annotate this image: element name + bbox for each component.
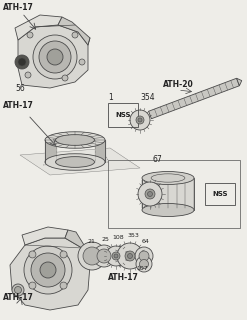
Text: 353: 353 <box>128 233 140 238</box>
Circle shape <box>135 247 153 265</box>
Text: ATH-17: ATH-17 <box>108 273 139 282</box>
Polygon shape <box>237 78 242 86</box>
Circle shape <box>39 41 71 73</box>
Circle shape <box>138 118 142 122</box>
Polygon shape <box>15 15 62 40</box>
Circle shape <box>25 72 31 78</box>
Text: 21: 21 <box>87 239 95 244</box>
Circle shape <box>31 253 65 287</box>
Circle shape <box>112 252 120 260</box>
Circle shape <box>12 284 24 296</box>
Polygon shape <box>149 78 239 119</box>
Text: ATH-17: ATH-17 <box>3 293 34 302</box>
Circle shape <box>145 189 155 199</box>
Text: 354: 354 <box>140 93 155 102</box>
Circle shape <box>140 260 148 268</box>
Circle shape <box>33 35 77 79</box>
Text: 108: 108 <box>112 235 124 240</box>
Text: ATH-17: ATH-17 <box>3 3 34 12</box>
Bar <box>108 103 138 127</box>
Text: NSS: NSS <box>115 112 131 118</box>
Text: 1: 1 <box>108 93 113 102</box>
Ellipse shape <box>56 156 95 167</box>
Text: 56: 56 <box>15 84 25 93</box>
Ellipse shape <box>56 135 95 145</box>
Polygon shape <box>18 25 88 88</box>
Circle shape <box>27 32 33 38</box>
Circle shape <box>125 251 135 261</box>
Text: 107: 107 <box>136 266 148 271</box>
Text: NSS: NSS <box>212 191 228 197</box>
Circle shape <box>18 58 26 66</box>
Circle shape <box>93 245 115 267</box>
Circle shape <box>24 246 72 294</box>
Circle shape <box>79 59 85 65</box>
Polygon shape <box>65 230 92 265</box>
Circle shape <box>97 249 111 263</box>
Circle shape <box>72 32 78 38</box>
Ellipse shape <box>142 172 194 185</box>
Polygon shape <box>45 140 56 162</box>
Circle shape <box>29 251 36 258</box>
Circle shape <box>138 182 162 206</box>
Circle shape <box>60 251 67 258</box>
Circle shape <box>117 243 143 269</box>
Circle shape <box>40 262 56 278</box>
Bar <box>108 160 240 228</box>
Ellipse shape <box>45 132 105 148</box>
Circle shape <box>62 75 68 81</box>
Circle shape <box>127 253 132 259</box>
Circle shape <box>147 191 152 196</box>
Polygon shape <box>142 178 194 210</box>
Circle shape <box>47 49 63 65</box>
Circle shape <box>139 251 149 261</box>
Circle shape <box>106 246 126 266</box>
Circle shape <box>78 242 106 270</box>
Circle shape <box>136 256 152 272</box>
Circle shape <box>15 286 21 293</box>
Circle shape <box>114 254 118 258</box>
Text: 64: 64 <box>142 239 150 244</box>
Ellipse shape <box>45 154 105 170</box>
Polygon shape <box>22 227 68 245</box>
Circle shape <box>29 282 36 289</box>
Polygon shape <box>20 148 140 175</box>
Text: ATH-17: ATH-17 <box>3 101 34 110</box>
Bar <box>205 183 235 205</box>
Text: 25: 25 <box>101 237 109 242</box>
Text: ATH-20: ATH-20 <box>163 80 194 89</box>
Polygon shape <box>10 238 90 310</box>
Circle shape <box>136 116 144 124</box>
Circle shape <box>15 55 29 69</box>
Ellipse shape <box>142 204 194 217</box>
Circle shape <box>130 110 150 130</box>
Circle shape <box>83 247 101 265</box>
Text: 67: 67 <box>152 155 162 164</box>
Circle shape <box>60 282 67 289</box>
Polygon shape <box>58 17 90 45</box>
Polygon shape <box>95 140 105 162</box>
